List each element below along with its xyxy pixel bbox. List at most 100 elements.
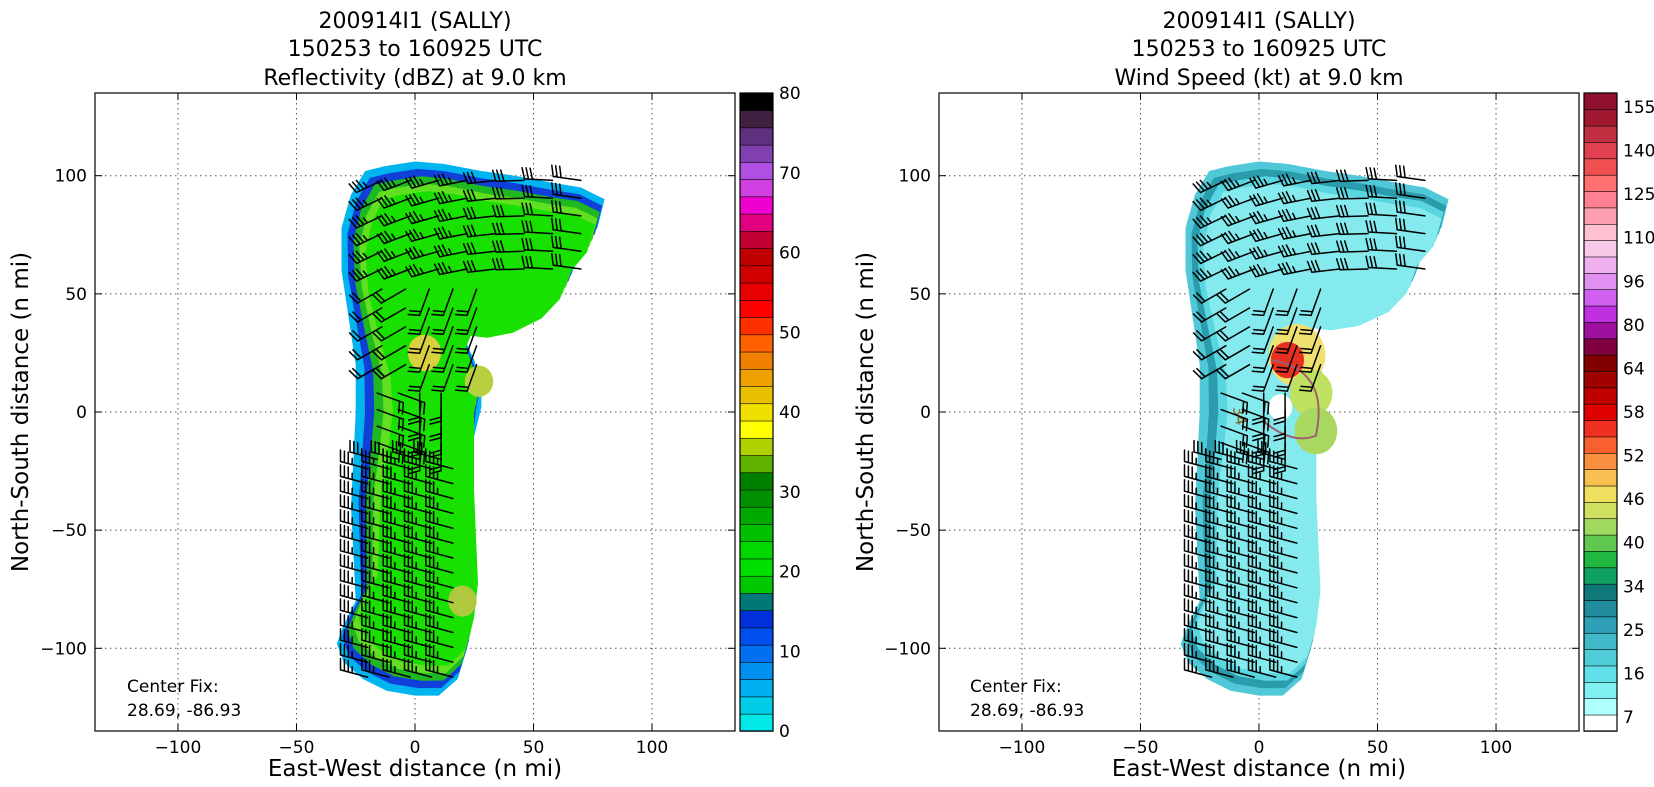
wind-barb bbox=[1192, 345, 1227, 361]
wind-barb bbox=[433, 191, 468, 205]
wind-barb bbox=[1395, 182, 1426, 199]
wind-barb bbox=[1277, 261, 1312, 276]
wind-barb bbox=[1183, 538, 1213, 559]
wind-barb bbox=[407, 288, 430, 317]
wind-barb bbox=[1298, 326, 1322, 354]
wind-barb bbox=[1335, 222, 1369, 236]
wind-barb bbox=[348, 179, 383, 194]
colorbar-swatch bbox=[739, 420, 774, 439]
wind-barb bbox=[405, 193, 440, 207]
wind-barb bbox=[372, 345, 407, 361]
colorbar-swatch bbox=[1583, 550, 1618, 569]
wind-barb bbox=[361, 613, 390, 634]
wind-barb bbox=[1335, 204, 1369, 218]
colorbar-tick-label: 96 bbox=[1623, 272, 1645, 292]
wind-barb bbox=[407, 326, 430, 354]
field-hotspot bbox=[464, 365, 494, 397]
colorbar-swatch bbox=[739, 178, 774, 198]
y-tick-label: 100 bbox=[899, 167, 931, 187]
wind-barb bbox=[425, 493, 454, 515]
wind-barb bbox=[1205, 508, 1234, 530]
wind-barb bbox=[1249, 228, 1284, 243]
wind-barb bbox=[1247, 449, 1277, 470]
colorbar-tick-label: 80 bbox=[779, 84, 801, 104]
wind-barb bbox=[1220, 425, 1249, 448]
wind-barb bbox=[361, 493, 390, 515]
wind-barb bbox=[382, 464, 412, 485]
wind-barb bbox=[339, 553, 369, 574]
wind-barb bbox=[1335, 257, 1369, 271]
colorbar-swatch bbox=[739, 558, 774, 577]
wind-barb bbox=[462, 224, 497, 238]
wind-barb bbox=[1275, 345, 1298, 373]
wind-barb bbox=[1249, 193, 1284, 207]
wind-barb bbox=[491, 169, 525, 182]
wind-barb bbox=[1192, 179, 1227, 194]
colorbar-frame bbox=[739, 92, 774, 732]
wind-barb bbox=[361, 598, 390, 619]
left-wind-barbs bbox=[339, 164, 582, 678]
wind-barb bbox=[348, 250, 383, 265]
wind-barb bbox=[403, 553, 433, 574]
wind-barb bbox=[1192, 268, 1227, 282]
wind-barb bbox=[454, 363, 478, 392]
wind-barb bbox=[462, 189, 497, 203]
wind-barb bbox=[1247, 627, 1277, 649]
wind-barb bbox=[1395, 217, 1426, 235]
right-x-axis-label: East-West distance (n mi) bbox=[1112, 756, 1406, 782]
right-title-line-1: 200914I1 (SALLY) bbox=[1162, 9, 1355, 34]
wind-barb bbox=[1216, 288, 1251, 304]
y-tick-label: 50 bbox=[65, 285, 87, 305]
colorbar-swatch bbox=[739, 661, 774, 680]
wind-barb bbox=[1335, 187, 1369, 200]
colorbar-swatch bbox=[739, 127, 774, 146]
wind-barb bbox=[1183, 568, 1213, 589]
wind-barb bbox=[376, 408, 405, 432]
wind-barb bbox=[1277, 191, 1312, 205]
colorbar-swatch bbox=[739, 575, 774, 594]
wind-barb bbox=[551, 164, 582, 182]
wind-barb bbox=[382, 627, 412, 649]
field-hotspot bbox=[1268, 394, 1293, 421]
x-tick-label: 50 bbox=[1367, 738, 1389, 758]
wind-barb bbox=[1183, 479, 1213, 500]
wind-barb bbox=[425, 553, 454, 574]
wind-barb bbox=[1251, 288, 1274, 317]
colorbar-tick-label: 34 bbox=[1623, 577, 1645, 597]
wind-barb bbox=[1277, 208, 1312, 223]
colorbar-tick-label: 125 bbox=[1623, 185, 1654, 205]
wind-barb bbox=[1247, 479, 1277, 500]
wind-barb bbox=[491, 240, 525, 253]
colorbar-swatch bbox=[1583, 648, 1618, 667]
wind-barb bbox=[403, 523, 433, 544]
wind-barb bbox=[339, 538, 369, 559]
wind-barb bbox=[339, 508, 369, 530]
wind-barb bbox=[1269, 523, 1298, 544]
colorbar-swatch bbox=[1583, 354, 1618, 372]
colorbar-swatch bbox=[739, 247, 774, 267]
left-panel: 200914I1 (SALLY) 150253 to 160925 UTC Re… bbox=[8, 9, 801, 782]
wind-barb bbox=[382, 523, 412, 544]
wind-barb bbox=[1226, 657, 1256, 678]
wind-barb bbox=[1205, 538, 1234, 559]
field-hotspot bbox=[448, 585, 477, 617]
wind-barb bbox=[431, 307, 454, 336]
wind-barb bbox=[1277, 244, 1312, 258]
wind-barb bbox=[431, 288, 454, 317]
colorbar-tick-label: 40 bbox=[1623, 534, 1645, 554]
wind-barb bbox=[1226, 627, 1256, 649]
colorbar-tick-label: 10 bbox=[779, 642, 801, 662]
wind-barb bbox=[462, 171, 497, 185]
colorbar-swatch bbox=[1583, 632, 1618, 650]
wind-barb bbox=[1306, 206, 1341, 220]
wind-barb bbox=[1277, 173, 1312, 187]
colorbar-swatch bbox=[1583, 239, 1618, 258]
wind-barb bbox=[491, 257, 525, 271]
wind-barb bbox=[1192, 215, 1227, 229]
wind-barb bbox=[1183, 627, 1213, 649]
wind-barb bbox=[462, 206, 497, 220]
wind-barb bbox=[521, 166, 554, 182]
wind-barb bbox=[413, 439, 442, 461]
wind-barb bbox=[1205, 657, 1234, 678]
left-center-fix-label: Center Fix: bbox=[127, 677, 219, 697]
